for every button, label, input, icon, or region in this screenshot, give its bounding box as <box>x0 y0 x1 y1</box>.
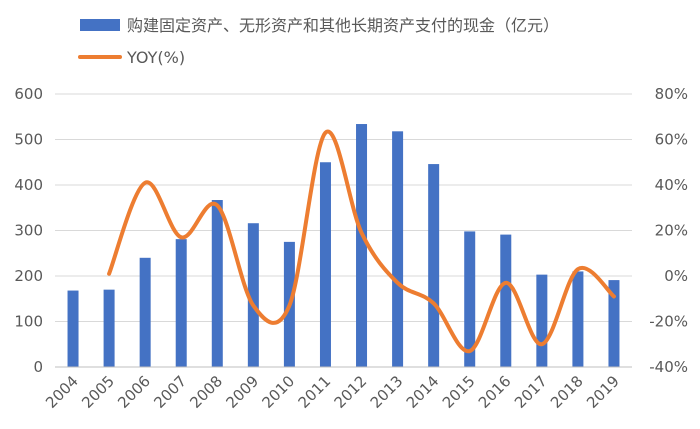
y-left-tick-label: 300 <box>14 222 43 240</box>
bar <box>319 162 331 367</box>
x-tick-label: 2006 <box>114 372 154 412</box>
y-right-tick-label: 40% <box>655 176 688 194</box>
bar <box>464 231 476 367</box>
bar <box>211 200 223 367</box>
bar <box>247 223 259 367</box>
legend-bar-swatch <box>80 19 120 31</box>
x-tick-label: 2011 <box>295 372 335 412</box>
y-left-tick-label: 500 <box>14 131 43 149</box>
y-right-tick-label: 80% <box>655 85 688 103</box>
y-right-tick-label: -40% <box>649 358 688 376</box>
bar <box>392 131 404 367</box>
bar <box>572 271 584 367</box>
line-series <box>107 129 616 354</box>
y-right-tick-label: 60% <box>655 131 688 149</box>
x-tick-label: 2014 <box>403 372 443 412</box>
x-tick-label: 2007 <box>150 372 190 412</box>
x-tick-label: 2004 <box>42 372 82 412</box>
bar-series <box>67 124 620 367</box>
x-tick-label: 2019 <box>583 372 623 412</box>
y-left-tick-label: 0 <box>33 358 43 376</box>
x-tick-label: 2016 <box>475 372 515 412</box>
y-left-tick-label: 200 <box>14 267 43 285</box>
bar <box>428 164 440 367</box>
legend: 购建固定资产、无形资产和其他长期资产支付的现金（亿元） YOY(%) <box>78 16 559 67</box>
x-tick-label: 2012 <box>331 372 371 412</box>
legend-bar-label: 购建固定资产、无形资产和其他长期资产支付的现金（亿元） <box>127 16 559 35</box>
yoy-line <box>107 129 616 354</box>
x-tick-label: 2009 <box>222 372 262 412</box>
bar <box>175 239 187 367</box>
x-tick-label: 2018 <box>547 372 587 412</box>
bar <box>67 290 79 367</box>
x-tick-label: 2005 <box>78 372 118 412</box>
y-left-tick-label: 400 <box>14 176 43 194</box>
bar <box>139 257 151 367</box>
x-tick-label: 2015 <box>439 372 479 412</box>
y-left-tick-label: 100 <box>14 313 43 331</box>
y-right-tick-label: 0% <box>664 267 688 285</box>
x-tick-label: 2013 <box>367 372 407 412</box>
y-left-tick-label: 600 <box>14 85 43 103</box>
y-right-tick-label: -20% <box>649 313 688 331</box>
bar <box>356 124 368 367</box>
bar <box>536 274 548 367</box>
x-tick-label: 2017 <box>511 372 551 412</box>
bar <box>103 289 115 367</box>
bar <box>500 234 512 367</box>
y-right-tick-label: 20% <box>655 222 688 240</box>
legend-line-label: YOY(%) <box>126 48 185 67</box>
x-tick-label: 2008 <box>186 372 226 412</box>
bar <box>608 280 620 367</box>
x-tick-label: 2010 <box>259 372 299 412</box>
